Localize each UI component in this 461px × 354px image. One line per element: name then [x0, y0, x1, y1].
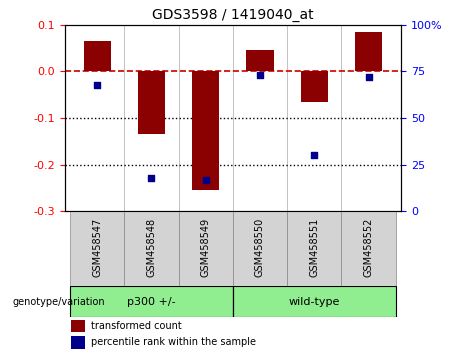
Bar	[287, 211, 341, 286]
Title: GDS3598 / 1419040_at: GDS3598 / 1419040_at	[152, 8, 313, 22]
Text: percentile rank within the sample: percentile rank within the sample	[91, 337, 256, 348]
Text: GSM458549: GSM458549	[201, 217, 211, 276]
Bar	[233, 211, 287, 286]
Text: GSM458551: GSM458551	[309, 217, 319, 277]
Point	[311, 153, 318, 158]
Text: genotype/variation: genotype/variation	[13, 297, 106, 307]
Text: p300 +/-: p300 +/-	[127, 297, 176, 307]
Bar	[233, 286, 396, 317]
Point	[202, 177, 209, 183]
Bar	[341, 211, 396, 286]
Bar	[301, 72, 328, 102]
Bar	[83, 41, 111, 72]
Text: wild-type: wild-type	[289, 297, 340, 307]
Bar	[192, 72, 219, 190]
Point	[365, 74, 372, 80]
Text: GSM458548: GSM458548	[147, 217, 156, 276]
Bar	[124, 211, 178, 286]
Bar	[70, 211, 124, 286]
Bar	[71, 320, 85, 332]
Point	[148, 175, 155, 181]
Bar	[246, 51, 273, 72]
Bar	[178, 211, 233, 286]
Text: transformed count: transformed count	[91, 321, 182, 331]
Text: GSM458552: GSM458552	[364, 217, 373, 277]
Point	[94, 82, 101, 87]
Bar	[138, 72, 165, 135]
Bar	[355, 32, 382, 72]
Point	[256, 72, 264, 78]
Text: GSM458550: GSM458550	[255, 217, 265, 277]
Text: GSM458547: GSM458547	[92, 217, 102, 277]
Bar	[71, 336, 85, 349]
Bar	[70, 286, 233, 317]
